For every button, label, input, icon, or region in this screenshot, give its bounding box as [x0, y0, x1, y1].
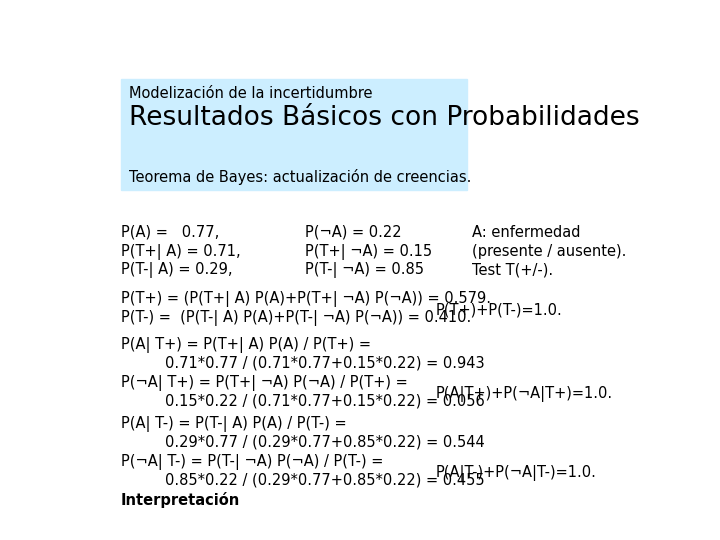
Text: P(T+| ¬A) = 0.15: P(T+| ¬A) = 0.15 — [305, 244, 432, 260]
Text: P(¬A) = 0.22: P(¬A) = 0.22 — [305, 225, 402, 240]
Text: 0.85*0.22 / (0.29*0.77+0.85*0.22) = 0.455: 0.85*0.22 / (0.29*0.77+0.85*0.22) = 0.45… — [166, 472, 485, 487]
Text: A: enfermedad: A: enfermedad — [472, 225, 581, 240]
Text: P(¬A| T-) = P(T-| ¬A) P(¬A) / P(T-) =: P(¬A| T-) = P(T-| ¬A) P(¬A) / P(T-) = — [121, 454, 383, 470]
Text: 0.29*0.77 / (0.29*0.77+0.85*0.22) = 0.544: 0.29*0.77 / (0.29*0.77+0.85*0.22) = 0.54… — [166, 435, 485, 450]
Text: P(T+| A) = 0.71,: P(T+| A) = 0.71, — [121, 244, 240, 260]
Text: P(A| T-) = P(T-| A) P(A) / P(T-) =: P(A| T-) = P(T-| A) P(A) / P(T-) = — [121, 416, 346, 432]
Text: P(T-) =  (P(T-| A) P(A)+P(T-| ¬A) P(¬A)) = 0.410.: P(T-) = (P(T-| A) P(A)+P(T-| ¬A) P(¬A)) … — [121, 310, 471, 326]
Text: P(T-| A) = 0.29,: P(T-| A) = 0.29, — [121, 262, 232, 278]
Text: 0.15*0.22 / (0.71*0.77+0.15*0.22) = 0.056: 0.15*0.22 / (0.71*0.77+0.15*0.22) = 0.05… — [166, 393, 485, 408]
Text: P(A| T+) = P(T+| A) P(A) / P(T+) =: P(A| T+) = P(T+| A) P(A) / P(T+) = — [121, 337, 371, 353]
Text: P(A|T+)+P(¬A|T+)=1.0.: P(A|T+)+P(¬A|T+)=1.0. — [436, 386, 613, 402]
Text: Teorema de Bayes: actualización de creencias.: Teorema de Bayes: actualización de creen… — [129, 170, 472, 185]
Text: Modelización de la incertidumbre: Modelización de la incertidumbre — [129, 85, 372, 100]
Text: P(T+)+P(T-)=1.0.: P(T+)+P(T-)=1.0. — [436, 303, 563, 318]
Text: (presente / ausente).: (presente / ausente). — [472, 244, 626, 259]
Text: P(T+) = (P(T+| A) P(A)+P(T+| ¬A) P(¬A)) = 0.579.: P(T+) = (P(T+| A) P(A)+P(T+| ¬A) P(¬A)) … — [121, 292, 491, 307]
Text: Interpretación: Interpretación — [121, 492, 240, 508]
Text: Resultados Básicos con Probabilidades: Resultados Básicos con Probabilidades — [129, 105, 639, 131]
Text: 0.71*0.77 / (0.71*0.77+0.15*0.22) = 0.943: 0.71*0.77 / (0.71*0.77+0.15*0.22) = 0.94… — [166, 356, 485, 371]
Text: P(¬A| T+) = P(T+| ¬A) P(¬A) / P(T+) =: P(¬A| T+) = P(T+| ¬A) P(¬A) / P(T+) = — [121, 375, 408, 390]
Text: P(A) =   0.77,: P(A) = 0.77, — [121, 225, 219, 240]
FancyBboxPatch shape — [121, 79, 467, 190]
Text: Test T(+/-).: Test T(+/-). — [472, 262, 554, 278]
Text: P(A|T-)+P(¬A|T-)=1.0.: P(A|T-)+P(¬A|T-)=1.0. — [436, 465, 597, 481]
Text: P(T-| ¬A) = 0.85: P(T-| ¬A) = 0.85 — [305, 262, 424, 278]
